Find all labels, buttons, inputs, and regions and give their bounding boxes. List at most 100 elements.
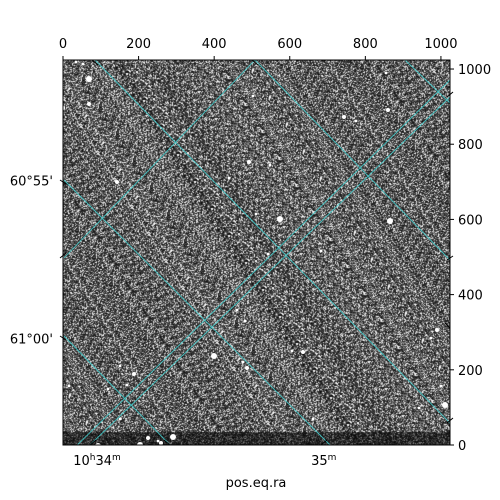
star xyxy=(435,328,439,332)
star xyxy=(118,417,122,421)
star xyxy=(38,268,44,274)
star xyxy=(30,55,34,59)
sky-image xyxy=(21,17,450,462)
star xyxy=(55,409,58,412)
star xyxy=(354,119,358,123)
y-tick-label: 1000 xyxy=(458,63,491,78)
star xyxy=(115,180,119,184)
star xyxy=(36,41,39,44)
stars-layer xyxy=(21,17,448,462)
star xyxy=(386,108,390,112)
star xyxy=(417,406,421,410)
star xyxy=(301,350,305,354)
x-axis-label: pos.eq.ra xyxy=(226,476,287,491)
star xyxy=(442,402,448,408)
star xyxy=(146,436,150,440)
star xyxy=(384,71,388,75)
star xyxy=(86,76,92,82)
star xyxy=(118,364,122,368)
star xyxy=(32,17,38,23)
dec-tick-label: 60°55' xyxy=(10,175,53,190)
noise-layer xyxy=(63,60,450,445)
y-tick-label: 0 xyxy=(458,439,466,454)
world-tick-mark xyxy=(89,439,97,446)
grid-line xyxy=(76,79,450,445)
star xyxy=(29,229,32,232)
world-tick-mark xyxy=(446,255,454,261)
star xyxy=(25,418,31,424)
world-tick-mark xyxy=(320,439,328,446)
star xyxy=(342,115,346,119)
star xyxy=(241,360,245,364)
star xyxy=(156,439,160,443)
star xyxy=(266,252,270,256)
star xyxy=(211,353,217,359)
grid-line xyxy=(94,60,450,424)
star xyxy=(21,454,24,457)
world-tick-mark xyxy=(446,417,454,424)
world-tick-mark xyxy=(163,439,171,446)
grid-line xyxy=(63,60,256,259)
star xyxy=(35,450,38,453)
grid-line xyxy=(63,179,331,445)
ra-tick-label: 10h34m xyxy=(73,453,121,469)
star xyxy=(137,442,143,445)
y-tick-label: 800 xyxy=(458,138,483,153)
star xyxy=(429,336,433,340)
star xyxy=(95,443,101,445)
y-tick-label: 200 xyxy=(458,364,483,379)
star xyxy=(36,458,40,462)
star xyxy=(170,434,176,440)
star xyxy=(106,387,110,391)
star xyxy=(87,102,91,106)
star xyxy=(439,384,443,388)
x-tick-label: 600 xyxy=(277,37,302,52)
star xyxy=(34,405,38,409)
grid-line xyxy=(254,60,450,261)
star xyxy=(290,349,294,353)
star xyxy=(243,319,247,323)
pixel-axes: 0 200 400 600 800 1000 0 200 400 600 800 1000 xyxy=(59,37,491,454)
star xyxy=(254,212,258,216)
world-tick-mark xyxy=(59,179,67,185)
star xyxy=(50,318,53,321)
star xyxy=(159,441,163,445)
world-axes: 10h34m 35m 60°55' 61°00' xyxy=(10,59,454,469)
world-tick-mark xyxy=(444,322,451,329)
x-tick-label: 200 xyxy=(126,37,151,52)
star xyxy=(277,216,283,222)
star xyxy=(235,308,239,312)
star xyxy=(245,366,249,370)
star xyxy=(81,62,85,66)
star xyxy=(42,97,45,100)
y-tick-label: 400 xyxy=(458,289,483,304)
star xyxy=(74,60,78,64)
star xyxy=(29,209,32,212)
x-tick-label: 0 xyxy=(59,37,67,52)
world-tick-mark xyxy=(251,59,259,66)
star xyxy=(67,384,71,388)
star xyxy=(48,311,52,315)
star xyxy=(247,160,251,164)
star xyxy=(52,35,55,38)
star xyxy=(227,176,231,180)
star xyxy=(125,383,129,387)
world-tick-mark xyxy=(59,252,67,259)
grid-line xyxy=(63,335,171,445)
plot-frame xyxy=(62,59,451,446)
star xyxy=(50,303,53,306)
star xyxy=(42,128,48,134)
x-tick-label: 1000 xyxy=(424,37,457,52)
star xyxy=(251,94,255,98)
star xyxy=(311,417,315,421)
star xyxy=(33,365,37,369)
y-tick-label: 600 xyxy=(458,213,483,228)
grid-line xyxy=(404,60,450,104)
x-tick-label: 800 xyxy=(353,37,378,52)
world-tick-mark xyxy=(59,335,67,341)
world-tick-mark xyxy=(446,91,454,98)
star xyxy=(56,347,62,353)
x-tick-label: 400 xyxy=(202,37,227,52)
coordinate-grid xyxy=(63,60,450,445)
